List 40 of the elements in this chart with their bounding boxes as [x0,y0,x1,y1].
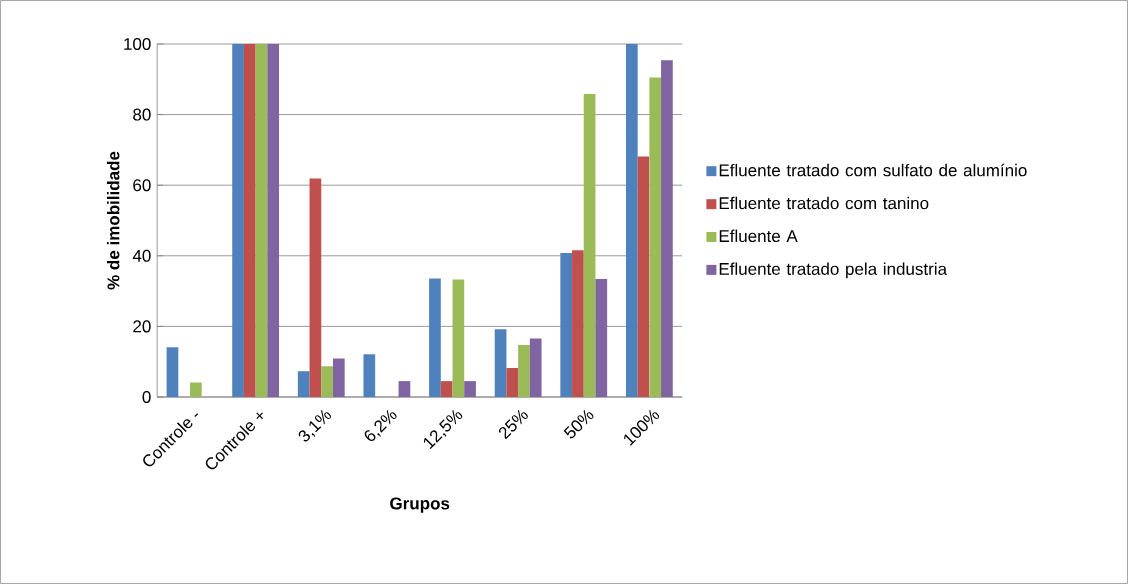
bar [452,279,465,397]
y-tick-label: 0 [142,390,151,404]
bar [363,354,376,397]
bar [560,252,573,397]
bar [398,381,411,397]
bar [321,366,333,397]
bar [637,156,650,397]
y-tick-label: 60 [133,179,151,192]
bar [267,44,280,397]
bar [243,44,256,397]
x-axis-title: Grupos [390,497,450,513]
y-tick-label: 20 [133,320,151,333]
bar [429,278,441,397]
legend-label: Efluente tratado pela industria [719,262,948,279]
bar [332,358,345,397]
bar [464,381,476,397]
bar [232,44,244,397]
bar [661,60,673,397]
bar [625,44,638,397]
bar [440,381,453,397]
y-axis-title: % de imobilidade [106,151,120,290]
y-tick-label: 100 [124,37,151,51]
bar [494,329,507,397]
legend-label: Efluente tratado com sulfato de alumínio [719,163,1027,177]
bar [572,250,584,397]
bar [309,178,322,397]
y-tick-label: 40 [132,249,151,262]
y-tick-label: 80 [133,108,151,121]
bar [255,44,268,397]
bar [190,382,202,397]
legend-label: Efluente tratado com tanino [719,196,929,210]
bar [518,345,530,397]
legend-label: Efluente A [719,229,798,243]
bar [506,368,519,397]
bar [583,94,596,397]
bar [297,371,310,397]
bar [595,279,608,397]
bar [649,77,662,397]
bar [529,338,542,397]
bar [166,347,179,397]
